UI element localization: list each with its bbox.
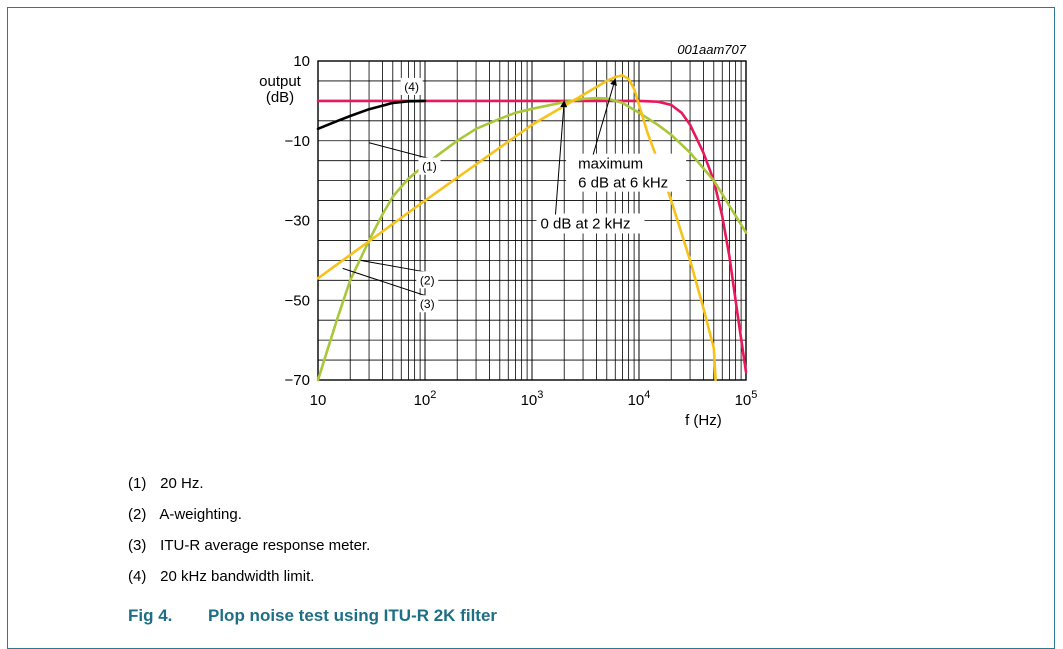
note-item: (2) A-weighting. — [128, 499, 370, 530]
figure-caption: Fig 4. Plop noise test using ITU-R 2K fil… — [128, 606, 497, 626]
note-number: (3) — [128, 537, 147, 554]
annotation-arrow — [592, 78, 617, 155]
label-background — [416, 295, 439, 313]
x-tick-base: 10 — [628, 392, 645, 409]
x-axis-label: f (Hz) — [685, 412, 722, 429]
figure-number: Fig 4. — [128, 606, 173, 625]
annotation-text: 6 dB at 6 kHz — [578, 175, 668, 192]
series-label: (2) — [420, 273, 435, 287]
y-axis-unit: (dB) — [266, 89, 294, 106]
figure-frame: 10 −10 −30 −50 −70 10 102 103 104 105 output (dB) f … — [7, 7, 1055, 649]
x-tick-label: 103 — [521, 389, 544, 409]
y-tick-label: −30 — [285, 213, 310, 230]
label-background — [400, 77, 423, 95]
x-tick-base: 10 — [521, 392, 538, 409]
y-tick-label: −10 — [285, 133, 310, 150]
annotation-background — [566, 153, 687, 192]
note-number: (4) — [128, 568, 147, 585]
x-tick-base: 10 — [414, 392, 431, 409]
note-number: (1) — [128, 475, 147, 492]
note-item: (1) 20 Hz. — [128, 468, 370, 499]
series-line — [316, 96, 748, 382]
y-tick-label: −70 — [285, 372, 310, 389]
annotation-arrow — [554, 100, 568, 215]
note-number: (2) — [128, 506, 147, 523]
x-tick-label: 104 — [628, 389, 651, 409]
notes-list: (1) 20 Hz. (2) A-weighting. (3) ITU-R av… — [128, 468, 370, 592]
x-tick-exponent: 5 — [751, 389, 757, 401]
label-background — [418, 157, 441, 175]
x-tick-label: 102 — [414, 389, 437, 409]
figure-title: Plop noise test using ITU-R 2K filter — [208, 606, 498, 625]
leader-line — [360, 259, 428, 273]
annotation-background — [536, 213, 645, 234]
note-item: (3) ITU-R average response meter. — [128, 530, 370, 561]
x-tick-exponent: 4 — [644, 389, 650, 401]
figure-id: 001aam707 — [677, 42, 746, 57]
x-tick-base: 10 — [310, 392, 327, 409]
leader-line — [342, 267, 428, 297]
note-text: 20 kHz bandwidth limit. — [160, 568, 315, 585]
note-item: (4) 20 kHz bandwidth limit. — [128, 561, 370, 592]
series-label: (4) — [404, 80, 419, 94]
x-tick-label: 10 — [310, 392, 327, 409]
x-tick-label: 105 — [735, 389, 758, 409]
x-tick-exponent: 2 — [430, 389, 436, 401]
note-text: 20 Hz. — [160, 475, 204, 492]
leader-line — [368, 142, 430, 160]
annotation-text: 0 dB at 2 kHz — [540, 215, 630, 232]
plot-border — [317, 60, 747, 381]
y-tick-label: −50 — [285, 292, 310, 309]
label-background — [416, 271, 439, 289]
y-tick-label: 10 — [293, 53, 310, 70]
series-line — [316, 99, 427, 131]
x-tick-base: 10 — [735, 392, 752, 409]
series-label: (3) — [420, 297, 435, 311]
note-text: ITU-R average response meter. — [160, 537, 371, 554]
note-text: A-weighting. — [159, 506, 242, 523]
y-axis-label: output — [259, 73, 302, 90]
series-label: (1) — [422, 160, 437, 174]
annotation-text: maximum — [578, 156, 643, 173]
x-tick-exponent: 3 — [537, 389, 543, 401]
